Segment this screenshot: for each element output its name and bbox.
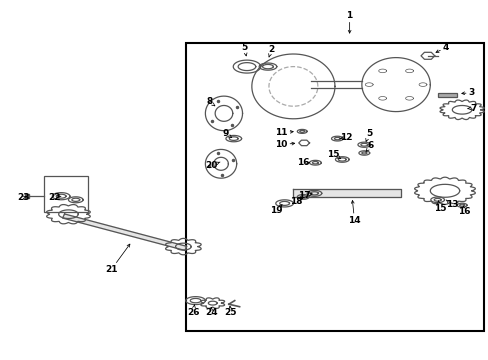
Text: 15: 15 <box>326 150 340 159</box>
Text: 5: 5 <box>365 129 371 141</box>
Bar <box>44 176 88 212</box>
Text: 22: 22 <box>48 193 61 202</box>
Text: 2: 2 <box>268 45 274 57</box>
Text: 13: 13 <box>445 200 458 209</box>
Text: 24: 24 <box>204 307 217 317</box>
Polygon shape <box>62 214 186 251</box>
Text: 16: 16 <box>457 206 470 216</box>
Text: 20: 20 <box>204 161 220 170</box>
Text: 26: 26 <box>186 305 199 317</box>
Text: 8: 8 <box>206 97 214 106</box>
Text: 14: 14 <box>347 201 360 225</box>
Text: 19: 19 <box>269 205 282 215</box>
Text: 15: 15 <box>433 201 446 212</box>
Polygon shape <box>293 189 400 197</box>
Text: 21: 21 <box>105 244 130 274</box>
Text: 6: 6 <box>365 141 373 152</box>
Bar <box>185 43 483 331</box>
Text: 16: 16 <box>296 158 309 167</box>
Text: 18: 18 <box>289 197 302 206</box>
Text: 12: 12 <box>339 133 352 142</box>
Text: 4: 4 <box>435 43 448 53</box>
Text: 7: 7 <box>467 104 476 113</box>
Text: 17: 17 <box>297 191 311 199</box>
Text: 3: 3 <box>461 89 474 98</box>
Text: 11: 11 <box>274 128 293 137</box>
Text: 1: 1 <box>346 11 352 33</box>
Text: 5: 5 <box>241 43 247 56</box>
Text: 23: 23 <box>17 193 30 202</box>
Text: 9: 9 <box>222 130 231 139</box>
Bar <box>437 93 456 97</box>
Text: 10: 10 <box>274 140 294 149</box>
Text: 25: 25 <box>224 306 237 317</box>
